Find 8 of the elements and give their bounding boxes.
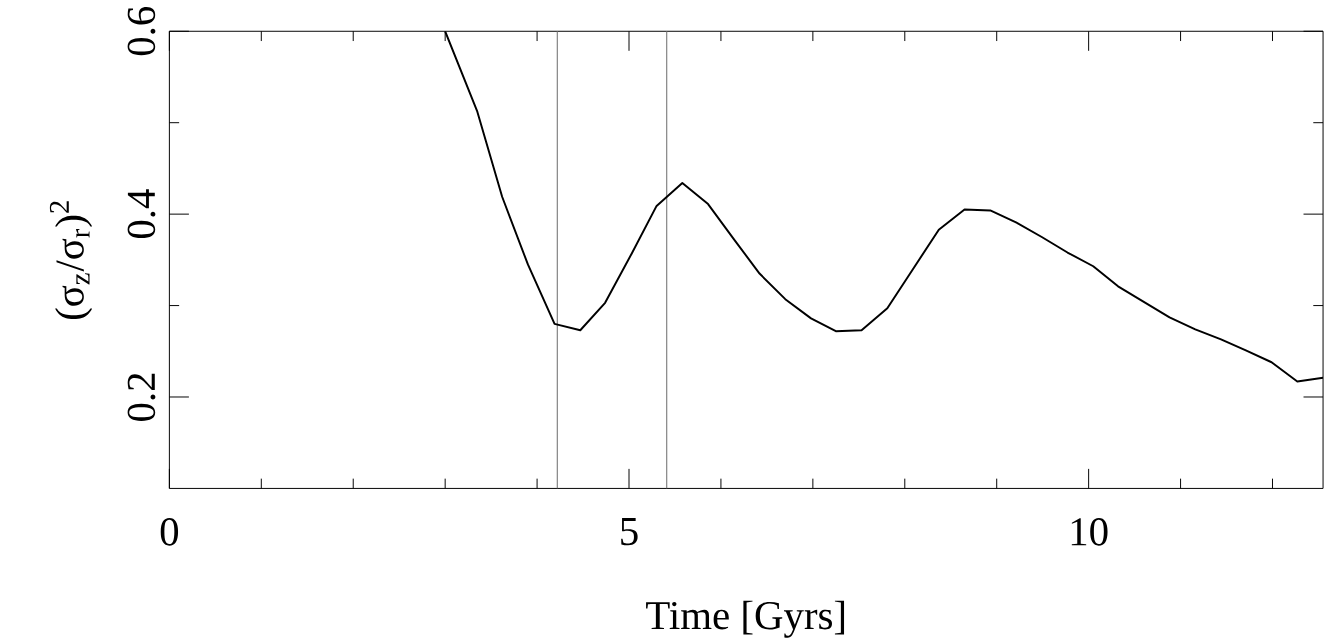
y-tick-label: 0.6	[127, 6, 156, 56]
x-axis-title: Time [Gyrs]	[646, 600, 845, 638]
x-tick-label: 10	[1071, 518, 1108, 546]
y-tick-label: 0.4	[127, 189, 156, 239]
y-tick-label: 0.2	[127, 373, 156, 422]
y-axis-title: (σ$_{z}$/σ$_{r}$)$^{2}$	[49, 201, 93, 320]
x-tick-label: 0	[160, 518, 179, 546]
x-tick-label: 5	[621, 518, 638, 546]
